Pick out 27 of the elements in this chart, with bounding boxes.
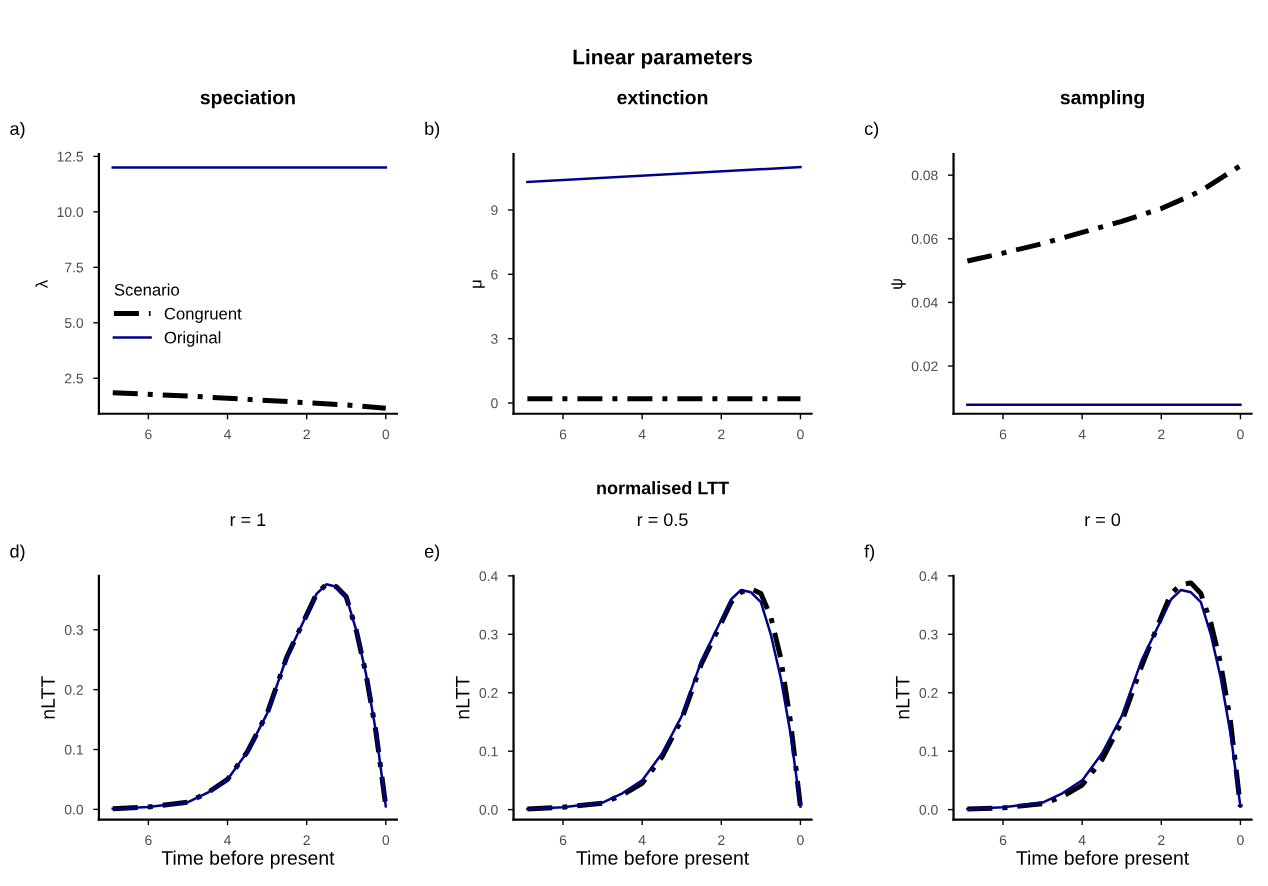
legend-title: Scenario (114, 283, 179, 296)
chart-title: extinction (617, 90, 708, 105)
text: d) (10, 544, 25, 562)
y-axis-title: nLTT (895, 676, 910, 719)
y-axis-title: nLTT (41, 676, 55, 719)
text: normalised LTT (597, 481, 729, 495)
text: f) (864, 544, 875, 562)
text: c) (864, 121, 879, 139)
legend-label: Congruent (164, 307, 242, 323)
chart-title: speciation (200, 90, 295, 109)
text: e) (424, 544, 440, 562)
line-series (964, 163, 1243, 264)
y-axis-title: nLTT (455, 676, 470, 719)
text: a) (10, 121, 25, 139)
y-axis-title: μ (472, 280, 485, 288)
text: Linear parameters (573, 49, 752, 69)
x-axis-title: Time before present (1016, 850, 1190, 869)
chart-title: r = 0 (1085, 513, 1121, 527)
x-axis-title: Time before present (576, 850, 750, 869)
text: b) (425, 121, 440, 139)
legend-label: Original (164, 331, 221, 347)
chart-title: sampling (1060, 90, 1144, 109)
y-axis-title: ψ (891, 279, 906, 289)
chart-title: r = 0.5 (637, 513, 688, 527)
x-axis-title: Time before present (161, 850, 335, 869)
chart-title: r = 1 (230, 513, 266, 526)
y-axis-title: λ (35, 279, 48, 289)
